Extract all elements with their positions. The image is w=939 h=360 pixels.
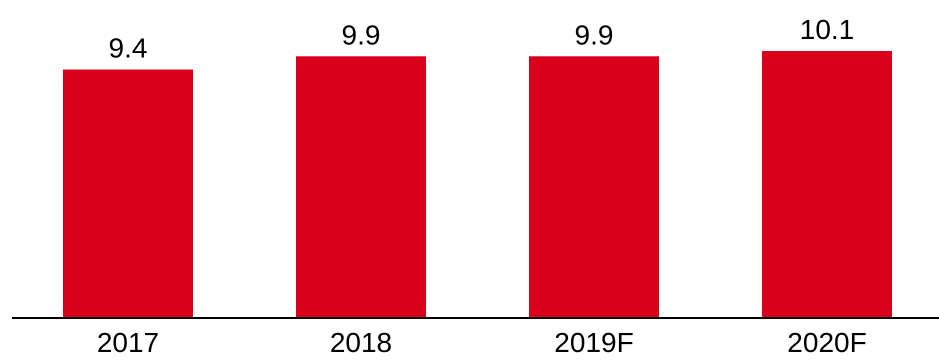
data-label-2019f: 9.9 bbox=[575, 19, 614, 50]
bar-2019f bbox=[529, 56, 659, 318]
x-tick-label-2020f: 2020F bbox=[787, 327, 866, 358]
data-label-2020f: 10.1 bbox=[800, 14, 855, 45]
x-tick-label-2017: 2017 bbox=[97, 327, 159, 358]
x-tick-label-2018: 2018 bbox=[330, 327, 392, 358]
data-labels-group: 9.4 9.9 9.9 10.1 bbox=[109, 14, 855, 64]
bar-2017 bbox=[63, 69, 193, 319]
x-tick-labels-group: 2017 2018 2019F 2020F bbox=[97, 327, 867, 358]
bar-2018 bbox=[296, 56, 426, 318]
data-label-2017: 9.4 bbox=[109, 33, 148, 64]
x-tick-label-2019f: 2019F bbox=[554, 327, 633, 358]
bars-group bbox=[63, 51, 892, 319]
data-label-2018: 9.9 bbox=[342, 19, 381, 50]
bar-2020f bbox=[762, 51, 892, 318]
